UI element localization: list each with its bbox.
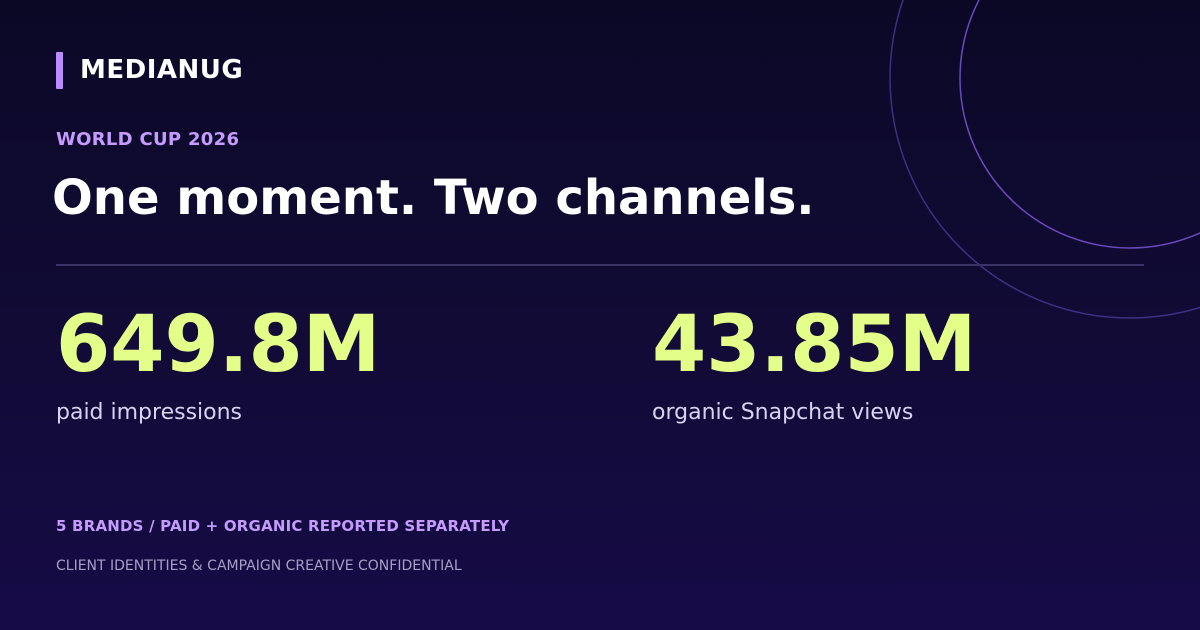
stat-value: 649.8M xyxy=(56,300,381,390)
footnote: 5 BRANDS / PAID + ORGANIC REPORTED SEPAR… xyxy=(56,517,510,535)
outer-ring xyxy=(889,0,1200,319)
stat-label: organic Snapchat views xyxy=(652,400,914,425)
eyebrow-label: WORLD CUP 2026 xyxy=(56,129,240,150)
headline: One moment. Two channels. xyxy=(52,170,815,226)
stat-value: 43.85M xyxy=(652,300,977,390)
brand-logo: MEDIANUG xyxy=(56,52,243,89)
stat-paid-impressions: 649.8M paid impressions xyxy=(56,300,380,428)
confidentiality-disclaimer: CLIENT IDENTITIES & CAMPAIGN CREATIVE CO… xyxy=(56,558,462,574)
brand-name: MEDIANUG xyxy=(80,55,244,85)
inner-ring xyxy=(959,0,1200,249)
brand-accent-bar xyxy=(56,52,63,89)
stat-organic-snapchat-views: 43.85M organic Snapchat views xyxy=(652,300,976,428)
stat-label: paid impressions xyxy=(56,400,243,425)
divider xyxy=(56,264,1144,266)
